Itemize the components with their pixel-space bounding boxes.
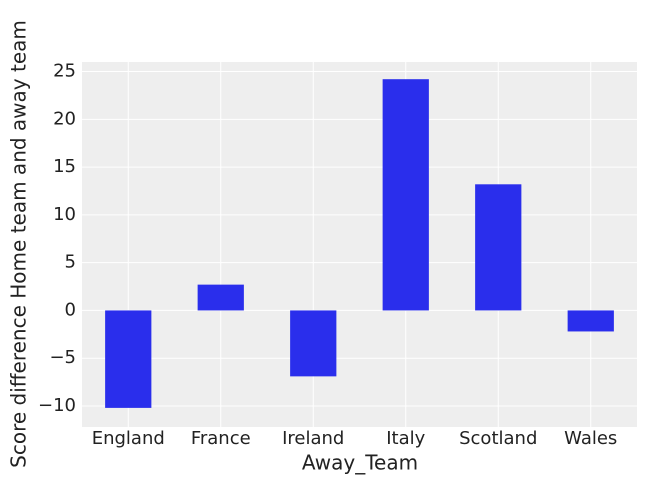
x-tick-label: Wales <box>564 428 617 449</box>
y-tick-label: −10 <box>38 395 76 416</box>
x-tick-label: Scotland <box>459 428 537 449</box>
x-tick-label: Italy <box>386 428 425 449</box>
y-tick-label: 0 <box>65 299 76 320</box>
y-tick-label: −5 <box>49 347 76 368</box>
x-tick-label: Ireland <box>282 428 344 449</box>
x-tick-label: France <box>191 428 251 449</box>
y-tick-label: 5 <box>65 252 76 273</box>
x-axis-label: Away_Team <box>302 451 418 475</box>
plot-area <box>82 62 637 427</box>
y-axis-label: Score difference Home team and away team <box>7 20 31 468</box>
y-tick-label: 20 <box>53 108 76 129</box>
bar <box>382 79 429 311</box>
bar <box>567 310 614 332</box>
y-tick-label: 10 <box>53 204 76 225</box>
bar <box>197 284 244 311</box>
y-tick-label: 15 <box>53 156 76 177</box>
bar <box>290 310 337 377</box>
x-tick-label: England <box>92 428 165 449</box>
y-tick-label: 25 <box>53 61 76 82</box>
bar <box>105 310 152 408</box>
bar <box>475 184 522 311</box>
